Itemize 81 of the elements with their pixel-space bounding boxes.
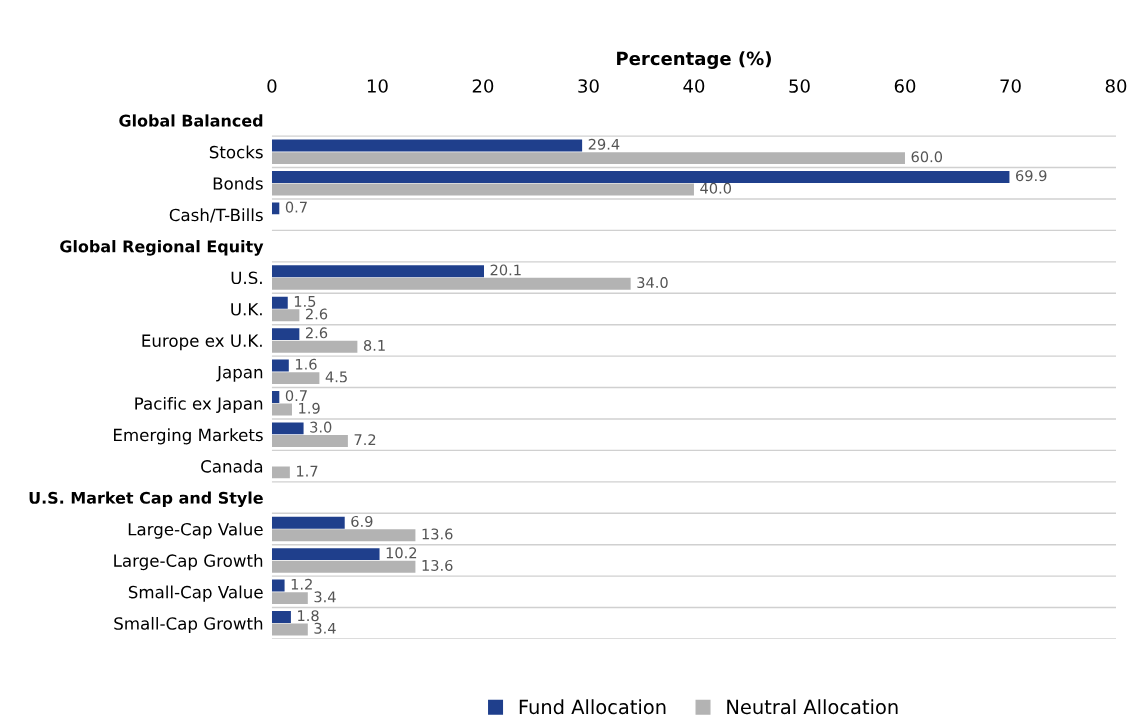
legend-label: Fund Allocation	[519, 699, 666, 715]
data-label: 2.6	[305, 308, 328, 320]
data-label: 10.2	[386, 547, 417, 559]
x-tick-label: 70	[1000, 79, 1021, 93]
x-tick-label: 50	[789, 79, 810, 93]
x-tick-label: 0	[267, 79, 277, 93]
y-tick-label: Global Regional Equity	[60, 240, 264, 256]
bar	[271, 592, 308, 605]
bar	[271, 139, 583, 152]
data-label: 60.0	[911, 151, 943, 163]
y-tick-label: U.S. Market Cap and Style	[29, 491, 263, 508]
y-tick-label: Europe ex U.K.	[142, 334, 262, 351]
data-label: 3.4	[314, 591, 336, 603]
x-tick-label: 60	[894, 79, 916, 93]
bar	[271, 372, 320, 385]
bar	[271, 328, 300, 341]
x-tick-label: 80	[1105, 79, 1127, 93]
data-label: 8.1	[363, 339, 385, 351]
data-label: 29.4	[588, 138, 620, 150]
data-label: 4.5	[325, 371, 347, 383]
data-label: 3.0	[310, 421, 332, 433]
y-tick-label: Small-Cap Growth	[114, 616, 263, 634]
bar	[271, 391, 280, 403]
y-tick-label: Large-Cap Growth	[114, 554, 263, 571]
y-tick-label: Japan	[216, 366, 263, 382]
bar	[271, 183, 694, 196]
x-tick-label: 30	[578, 79, 599, 93]
y-tick-label: Bonds	[213, 176, 263, 190]
y-tick-label: U.S.	[231, 271, 262, 285]
y-tick-label: Large-Cap Value	[128, 522, 263, 539]
y-tick-label: U.K.	[231, 303, 262, 316]
bar	[271, 309, 300, 322]
y-tick-label: Pacific ex Japan	[135, 396, 263, 414]
bar	[271, 296, 288, 309]
y-tick-label: Global Balanced	[119, 114, 263, 127]
bar	[271, 152, 905, 165]
data-label: 7.2	[354, 434, 376, 445]
y-tick-label: Small-Cap Value	[128, 585, 263, 602]
data-label: 1.6	[295, 358, 317, 370]
bar	[271, 171, 1010, 183]
data-label: 13.6	[422, 559, 453, 571]
bar	[271, 611, 291, 623]
bar	[271, 422, 304, 435]
bar	[271, 202, 280, 215]
bar	[271, 529, 416, 542]
data-label: 13.6	[422, 528, 453, 540]
data-label: 6.9	[351, 515, 373, 527]
bar	[271, 623, 308, 636]
bar	[271, 435, 348, 447]
data-label: 0.7	[285, 390, 307, 402]
bar	[271, 579, 285, 592]
data-label: 40.0	[700, 182, 732, 194]
bar	[271, 560, 416, 573]
bar	[271, 340, 358, 353]
data-label: 1.9	[299, 402, 320, 414]
y-tick-label: Cash/T-Bills	[169, 208, 263, 223]
bar	[271, 265, 484, 278]
bar	[271, 359, 289, 372]
bar	[271, 516, 345, 529]
data-label: 1.8	[298, 610, 319, 622]
data-label: 1.2	[291, 578, 312, 590]
data-label: 20.1	[490, 264, 521, 276]
bar	[271, 403, 292, 416]
y-tick-label: Stocks	[209, 145, 263, 159]
y-tick-label: Emerging Markets	[114, 428, 263, 445]
data-label: 69.9	[1016, 170, 1047, 182]
legend-label: Neutral Allocation	[727, 699, 898, 715]
data-label: 0.7	[285, 201, 307, 213]
data-label: 2.6	[305, 327, 328, 339]
x-tick-label: 10	[367, 79, 388, 93]
y-tick-label: Canada	[201, 459, 263, 473]
bar	[271, 277, 631, 290]
bar	[271, 548, 380, 561]
x-axis-title: Percentage (%)	[617, 51, 771, 69]
x-tick-label: 40	[683, 79, 705, 93]
bar	[271, 466, 290, 479]
data-label: 1.5	[294, 296, 316, 307]
data-label: 1.7	[297, 465, 318, 477]
data-label: 3.4	[314, 622, 336, 634]
x-tick-label: 20	[472, 79, 494, 93]
data-label: 34.0	[637, 277, 668, 289]
